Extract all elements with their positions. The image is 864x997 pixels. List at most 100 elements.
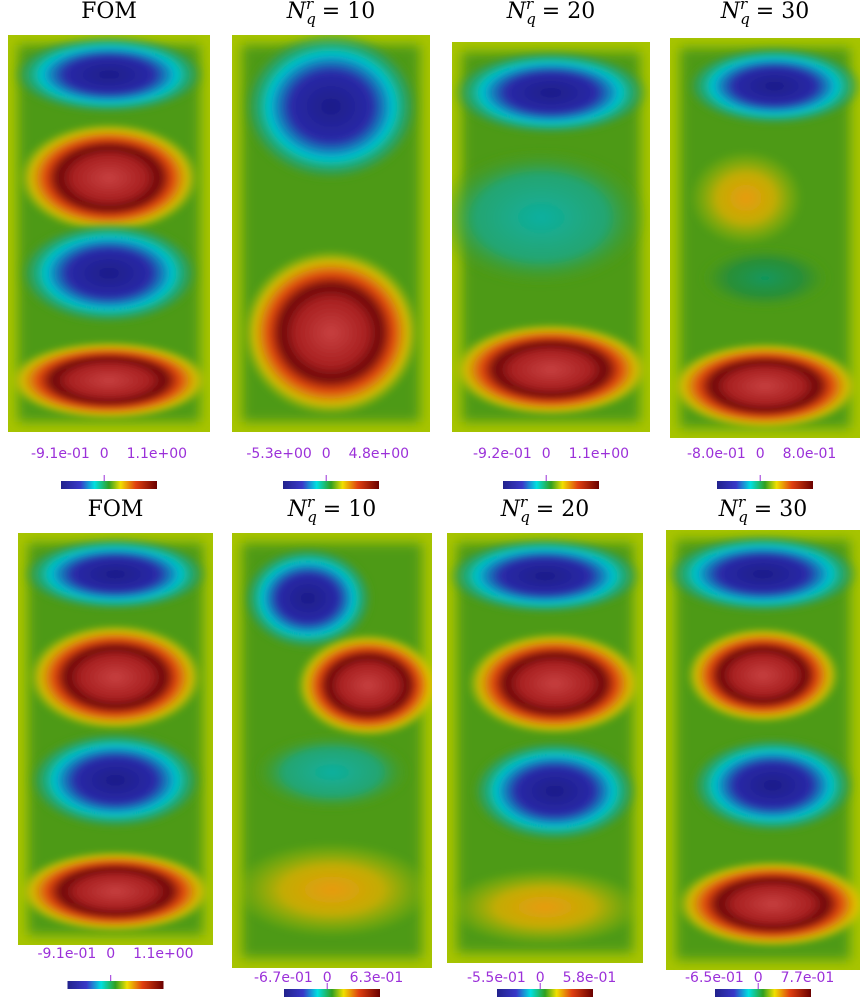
panel: Nr q = 10 -5.3e+00 0 4.8e+00 xyxy=(232,0,430,489)
contour-blob xyxy=(12,35,206,115)
contour-blob xyxy=(296,633,432,738)
field-plot xyxy=(18,533,213,945)
colorbar-zero: 0 xyxy=(100,446,109,462)
colorbar-min: -6.7e-01 xyxy=(254,970,313,986)
colorbar-min: -9.1e-01 xyxy=(31,446,90,462)
contour-blob xyxy=(232,841,432,938)
title-sup: r xyxy=(740,0,748,13)
contour-blob xyxy=(18,850,213,933)
field-plot xyxy=(8,35,210,432)
panel: FOM -9.1e-01 0 1.1e+00 xyxy=(8,0,210,489)
contour-blob xyxy=(452,322,650,417)
title-sup: r xyxy=(307,493,315,511)
panel: FOM -9.1e-01 0 1.1e+00 xyxy=(18,497,213,989)
title-symbol: N xyxy=(287,497,308,522)
panel-title: FOM xyxy=(81,0,137,24)
panel-title: Nr q = 20 xyxy=(506,0,595,28)
title-sup: r xyxy=(306,0,314,13)
title-sup: r xyxy=(526,0,534,13)
colorbar-max: 8.0e-01 xyxy=(783,446,837,462)
title-sub: q xyxy=(740,10,750,28)
title-eq: = 10 xyxy=(322,0,375,24)
colorbar-max: 1.1e+00 xyxy=(569,446,629,462)
panel-title: Nr q = 30 xyxy=(718,493,807,526)
colorbar-zero: 0 xyxy=(536,970,545,986)
contour-blob xyxy=(452,147,650,288)
title-eq: = 20 xyxy=(542,0,595,24)
field-plot xyxy=(666,530,860,970)
contour-blob xyxy=(666,534,860,614)
colorbar xyxy=(67,981,164,989)
panel: Nr q = 20 -9.2e-01 0 1.1e+00 xyxy=(452,0,650,489)
panel: Nr q = 20 -5.5e-01 0 5.8e-01 xyxy=(447,493,643,997)
panel-title: Nr q = 10 xyxy=(287,493,376,526)
colorbar xyxy=(284,989,380,997)
contour-blob xyxy=(689,736,857,834)
title-sub: q xyxy=(307,508,317,526)
colorbar-min: -9.1e-01 xyxy=(38,946,97,962)
colorbar xyxy=(717,481,813,489)
colorbar-zero: 0 xyxy=(754,970,763,986)
title-symbol: N xyxy=(286,0,307,24)
title-sub: q xyxy=(306,10,316,28)
colorbar-max: 7.7e-01 xyxy=(781,970,835,986)
colorbar xyxy=(503,481,599,489)
contour-blob xyxy=(675,860,860,948)
panel-title: FOM xyxy=(88,497,144,522)
title-sub: q xyxy=(526,10,536,28)
contour-blob xyxy=(18,122,200,234)
field-plot xyxy=(232,35,430,432)
field-plot xyxy=(670,38,860,438)
contour-blob xyxy=(241,249,421,417)
contour-blob xyxy=(466,631,643,736)
colorbar-max: 1.1e+00 xyxy=(127,446,187,462)
field-plot xyxy=(447,533,643,963)
title-symbol: N xyxy=(506,0,527,24)
title-sub: q xyxy=(738,508,748,526)
contour-blob xyxy=(470,739,640,843)
contour-blob xyxy=(18,221,200,325)
contour-blob xyxy=(242,546,374,651)
contour-blob xyxy=(670,342,860,430)
panel: Nr q = 10 -6.7e-01 0 6.3e-01 xyxy=(232,493,432,997)
title-sub: q xyxy=(520,508,530,526)
contour-blob xyxy=(685,46,860,126)
colorbar-zero: 0 xyxy=(106,946,115,962)
colorbar-zero: 0 xyxy=(756,446,765,462)
colorbar-max: 5.8e-01 xyxy=(563,970,617,986)
colorbar-max: 4.8e+00 xyxy=(349,446,409,462)
contour-blob xyxy=(8,340,210,421)
contour-blob xyxy=(252,733,412,812)
field-plot xyxy=(452,42,650,432)
contour-blob xyxy=(241,35,421,182)
colorbar-min: -5.5e-01 xyxy=(467,970,526,986)
title-eq: = 10 xyxy=(323,497,376,522)
contour-blob xyxy=(21,537,210,612)
colorbar xyxy=(497,989,593,997)
title-eq: = 30 xyxy=(754,497,807,522)
title-eq: = 20 xyxy=(536,497,589,522)
title-sup: r xyxy=(738,493,746,511)
title-sup: r xyxy=(520,493,528,511)
panel-title: Nr q = 30 xyxy=(720,0,809,28)
panel: Nr q = 30 -6.5e-01 0 7.7e-01 xyxy=(666,493,860,997)
contour-blob xyxy=(27,730,204,830)
colorbar-zero: 0 xyxy=(322,446,331,462)
contour-blob xyxy=(27,623,204,731)
panel: Nr q = 30 -8.0e-01 0 8.0e-01 xyxy=(670,0,860,489)
colorbar-min: -9.2e-01 xyxy=(473,446,532,462)
colorbar xyxy=(715,989,811,997)
contour-blob xyxy=(689,150,803,246)
contour-blob xyxy=(685,626,841,724)
colorbar-max: 1.1e+00 xyxy=(133,946,193,962)
title-eq: = 30 xyxy=(756,0,809,24)
panel-title: Nr q = 10 xyxy=(286,0,375,28)
colorbar xyxy=(61,481,157,489)
title-symbol: N xyxy=(720,0,741,24)
colorbar-min: -5.3e+00 xyxy=(246,446,311,462)
panel-title: Nr q = 20 xyxy=(500,493,589,526)
field-plot xyxy=(232,533,432,968)
colorbar-max: 6.3e-01 xyxy=(350,970,404,986)
colorbar-zero: 0 xyxy=(323,970,332,986)
